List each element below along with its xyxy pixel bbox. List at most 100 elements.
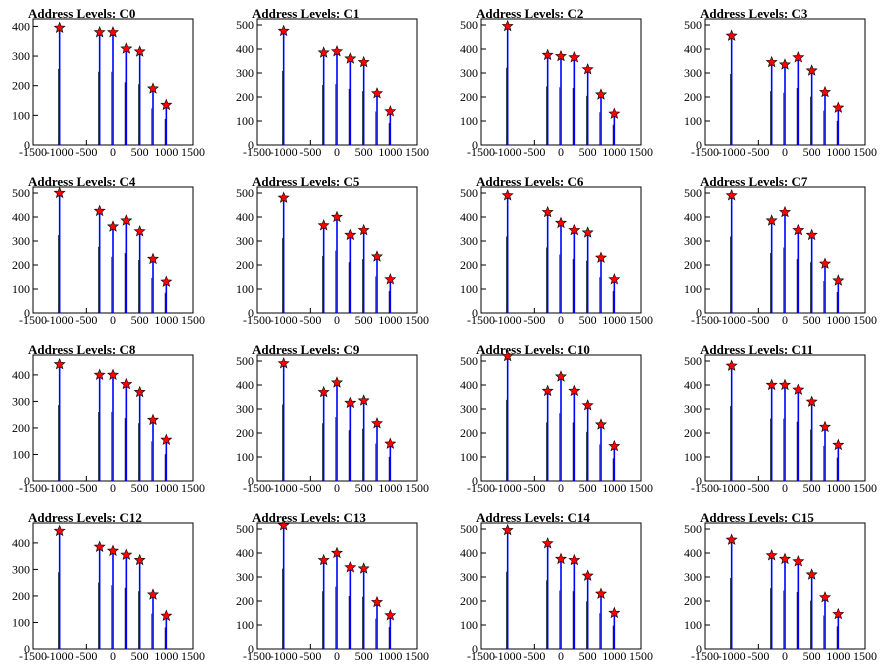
y-tick-label: 300: [236, 402, 254, 416]
chart-title: Address Levels: C9: [252, 342, 360, 357]
x-tick-label: 0: [110, 313, 116, 327]
peak-marker: [501, 19, 514, 32]
x-tick-label: -1000: [494, 481, 522, 495]
x-tick-label: -500: [523, 313, 545, 327]
x-tick-label: -500: [747, 649, 769, 663]
x-tick-label: 1500: [181, 313, 205, 327]
peak-marker: [53, 357, 66, 370]
histogram-svg: 0 100 200 300 400 -1500-1000 -500 0 500 1000 1500: [12, 522, 205, 663]
peak-marker: [832, 274, 845, 286]
peak-marker: [53, 524, 66, 537]
peak-marker: [330, 376, 344, 388]
x-tick-label: 1000: [154, 649, 178, 663]
chart-panel: Address Levels: C9 0 100 200 300 400 500 -1500-…: [224, 336, 448, 504]
peak-marker: [120, 548, 133, 560]
y-tick-label: 300: [684, 402, 702, 416]
y-tick-label: 200: [684, 90, 702, 104]
x-tick-label: 1500: [181, 649, 205, 663]
y-tick-label: 300: [684, 66, 702, 80]
x-tick-label: -1000: [270, 649, 298, 663]
peak-marker: [581, 226, 594, 238]
peak-marker: [568, 553, 581, 566]
chart-title: Address Levels: C7: [700, 174, 808, 189]
x-tick-label: -1000: [46, 649, 74, 663]
histogram-svg: 0 100 200 300 400 500 -1500-1000 -500 0 500 1000 15…: [236, 354, 429, 495]
x-tick-label: -1500: [691, 145, 719, 159]
x-tick-label: -500: [75, 649, 97, 663]
y-tick-label: 400: [236, 42, 254, 56]
y-tick-label: 200: [236, 594, 254, 608]
x-tick-label: 1000: [154, 313, 178, 327]
chart-title: Address Levels: C2: [476, 6, 584, 21]
x-tick-label: -500: [75, 313, 97, 327]
y-tick-label: 300: [460, 402, 478, 416]
x-tick-label: 1500: [853, 649, 877, 663]
y-tick-label: 0: [248, 642, 254, 656]
x-tick-label: -1500: [467, 145, 495, 159]
x-tick-label: 0: [334, 145, 340, 159]
y-tick-label: 0: [472, 474, 478, 488]
peak-marker: [160, 275, 173, 287]
peak-marker: [106, 26, 120, 38]
x-tick-label: 500: [131, 481, 149, 495]
y-tick-label: 200: [236, 258, 254, 272]
peak-marker: [765, 214, 778, 226]
x-tick-label: 500: [355, 481, 373, 495]
x-tick-label: -500: [75, 145, 97, 159]
x-tick-label: 0: [334, 481, 340, 495]
x-tick-label: -1500: [19, 481, 47, 495]
peak-marker: [133, 225, 146, 237]
peak-marker: [501, 349, 514, 362]
x-tick-label: -500: [299, 313, 321, 327]
histogram-svg: 0 100 200 300 400 500 -1500-1000 -500 0 500 1000 15…: [460, 522, 653, 663]
y-tick-label: 400: [236, 546, 254, 560]
peak-marker: [541, 384, 554, 397]
chart-title: Address Levels: C4: [28, 174, 136, 189]
y-tick-label: 0: [24, 138, 30, 152]
x-tick-label: -1500: [691, 481, 719, 495]
y-tick-label: 500: [236, 186, 254, 200]
peak-marker: [554, 49, 568, 62]
peak-marker: [93, 26, 106, 38]
chart-title: Address Levels: C12: [28, 510, 142, 525]
x-tick-label: -1000: [46, 313, 74, 327]
peak-marker: [120, 214, 133, 226]
y-tick-label: 100: [12, 447, 30, 461]
peak-marker: [792, 555, 805, 567]
x-tick-label: 0: [782, 145, 788, 159]
peak-marker: [792, 223, 805, 236]
peak-marker: [357, 223, 370, 236]
peak-marker: [370, 250, 384, 262]
x-tick-label: -1500: [691, 649, 719, 663]
histogram-svg: 0 100 200 300 400 500 -1500-1000 -500 0 500 1000 15…: [236, 519, 429, 663]
y-tick-label: 200: [12, 589, 30, 603]
peak-marker: [765, 55, 778, 68]
peak-marker: [317, 46, 330, 58]
peak-marker: [608, 107, 621, 119]
y-tick-label: 300: [12, 562, 30, 576]
peak-marker: [120, 42, 133, 54]
peak-marker: [330, 45, 344, 57]
y-tick-label: 0: [24, 642, 30, 656]
peak-marker: [818, 591, 832, 603]
x-tick-label: 1000: [378, 313, 402, 327]
x-tick-label: -1000: [718, 313, 746, 327]
x-tick-label: 0: [558, 145, 564, 159]
x-tick-label: 500: [131, 649, 149, 663]
x-tick-label: 1500: [853, 313, 877, 327]
x-tick-label: 1500: [405, 649, 429, 663]
x-tick-label: 1000: [378, 145, 402, 159]
y-tick-label: 500: [684, 186, 702, 200]
peak-marker: [384, 609, 397, 621]
chart-panel: Address Levels: C11 0 100 200 300 400 500 -1500…: [672, 336, 896, 504]
x-tick-label: 1000: [826, 145, 850, 159]
peak-marker: [384, 105, 397, 117]
peak-marker: [277, 519, 290, 531]
x-tick-label: -1500: [467, 481, 495, 495]
chart-panel: Address Levels: C7 0 100 200 300 400 500 -1500-…: [672, 168, 896, 336]
y-tick-label: 300: [460, 66, 478, 80]
peak-marker: [554, 370, 568, 382]
peak-marker: [778, 378, 792, 391]
y-tick-label: 300: [684, 234, 702, 248]
x-tick-label: 0: [110, 481, 116, 495]
